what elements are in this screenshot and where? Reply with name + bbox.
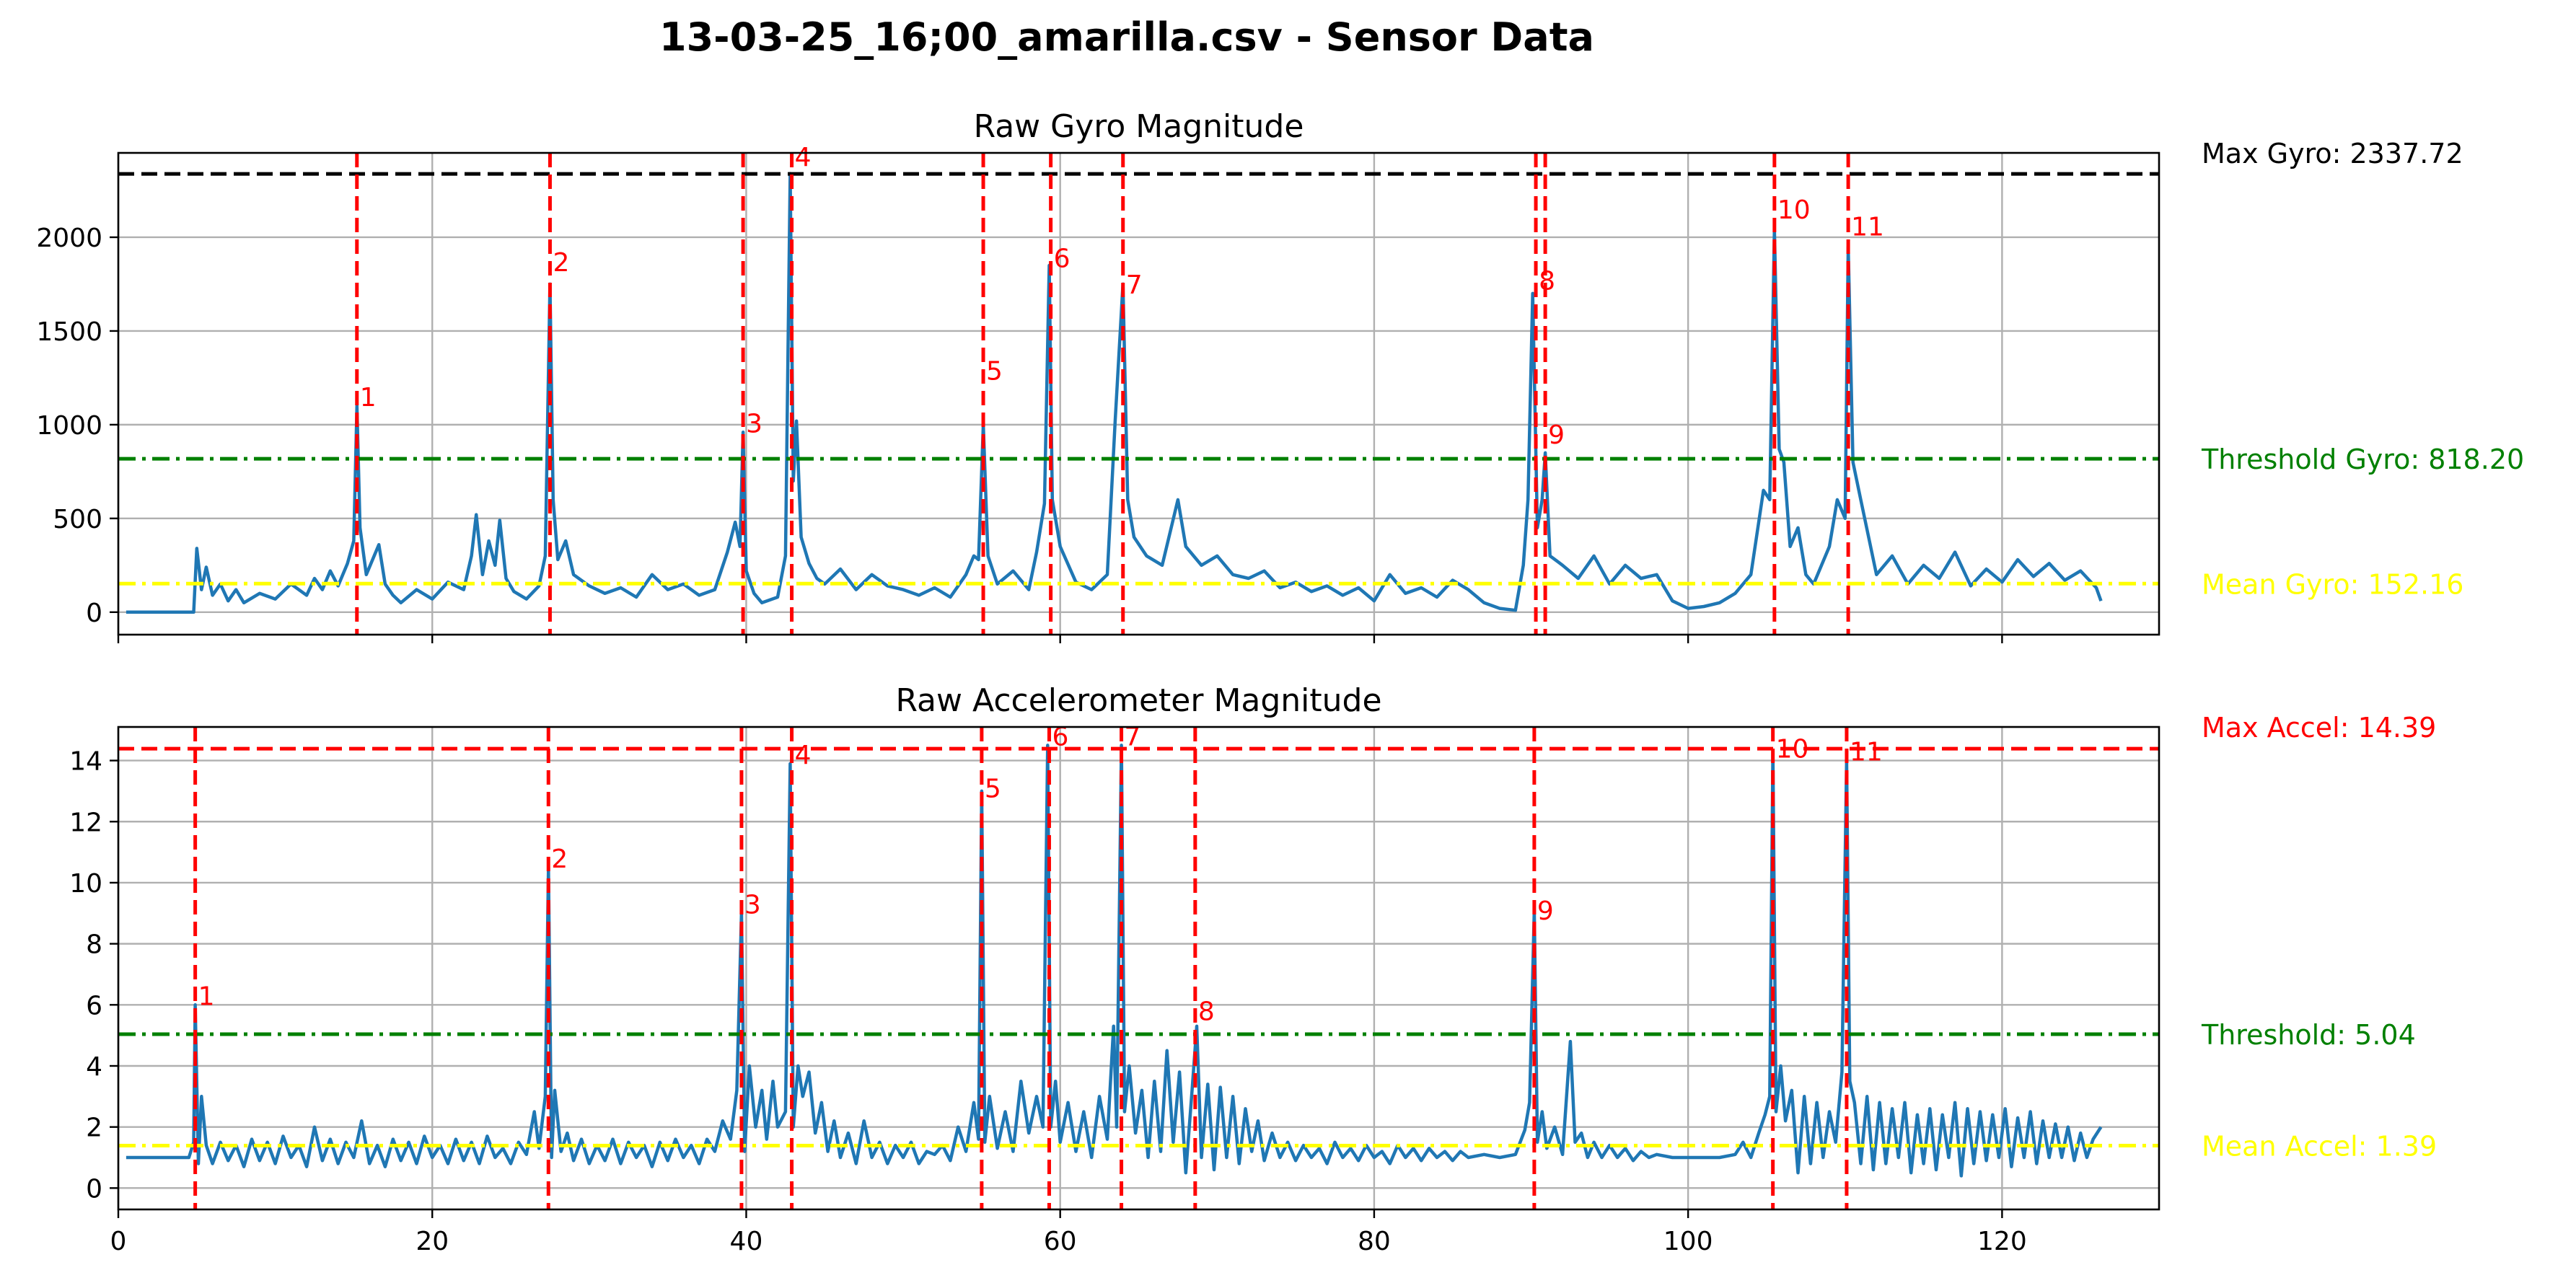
y-tick-label: 2 [86, 1114, 102, 1143]
plot-area [118, 727, 2159, 1209]
reference-label: Mean Accel: 1.39 [2202, 1131, 2437, 1163]
subplot-title: Raw Gyro Magnitude [974, 108, 1304, 145]
event-marker-label: 7 [1126, 270, 1143, 300]
y-tick-label: 14 [69, 747, 102, 777]
gyro-panel: Raw Gyro Magnitude 0 500 1000 1500 2000 Max Gy… [36, 108, 2524, 643]
y-tick-label: 10 [69, 869, 102, 899]
event-marker-label: 10 [1777, 195, 1811, 225]
plot-area [118, 153, 2159, 635]
event-marker-label: 9 [1537, 896, 1554, 926]
x-tick-label: 100 [1663, 1227, 1713, 1256]
x-tick-label: 120 [1977, 1227, 2027, 1256]
event-marker-label: 3 [744, 890, 761, 920]
event-marker-label: 5 [986, 357, 1003, 387]
y-tick-label: 8 [86, 930, 102, 960]
x-tick-label: 0 [110, 1227, 127, 1256]
y-tick-label: 0 [86, 599, 102, 628]
event-marker-label: 6 [1052, 722, 1068, 751]
axes-frame [117, 151, 2160, 636]
x-tick-label: 40 [730, 1227, 763, 1256]
y-tick-label: 1000 [36, 411, 102, 441]
reference-label: Threshold Gyro: 818.20 [2201, 444, 2524, 475]
reference-label: Mean Gyro: 152.16 [2202, 568, 2463, 600]
y-tick-label: 500 [53, 505, 102, 534]
event-marker-label: 8 [1539, 267, 1555, 296]
event-marker-label: 1 [198, 982, 215, 1011]
reference-label: Max Accel: 14.39 [2202, 712, 2436, 744]
x-tick-label: 20 [416, 1227, 449, 1256]
y-tick-label: 1500 [36, 317, 102, 347]
y-tick-label: 12 [69, 808, 102, 837]
y-tick-label: 6 [86, 991, 102, 1020]
event-marker-label: 1 [360, 383, 377, 413]
subplot-title: Raw Accelerometer Magnitude [895, 682, 1381, 719]
event-marker-label: 11 [1850, 738, 1883, 767]
event-marker-label: 2 [551, 845, 568, 874]
event-marker-label: 2 [553, 248, 569, 278]
y-tick-label: 0 [86, 1174, 102, 1204]
event-marker-label: 3 [746, 409, 762, 438]
event-marker-label: 6 [1054, 244, 1071, 274]
event-marker-label: 8 [1198, 997, 1215, 1026]
x-tick-label: 80 [1358, 1227, 1391, 1256]
event-marker-label: 4 [795, 741, 812, 770]
event-marker-label: 9 [1548, 420, 1565, 450]
y-tick-label: 2000 [36, 224, 102, 253]
reference-label: Threshold: 5.04 [2201, 1019, 2416, 1051]
data-series-line [126, 744, 2103, 1178]
reference-label: Max Gyro: 2337.72 [2202, 138, 2463, 169]
event-marker-label: 7 [1125, 722, 1141, 751]
event-marker-label: 10 [1776, 734, 1809, 764]
event-marker-label: 4 [795, 143, 812, 172]
figure-title: 13-03-25_16;00_amarilla.csv - Sensor Dat… [659, 14, 1594, 60]
event-marker-label: 5 [985, 774, 1001, 803]
event-marker-label: 11 [1851, 212, 1884, 242]
axes-frame [117, 726, 2160, 1211]
x-tick-label: 60 [1044, 1227, 1077, 1256]
y-tick-label: 4 [86, 1052, 102, 1082]
